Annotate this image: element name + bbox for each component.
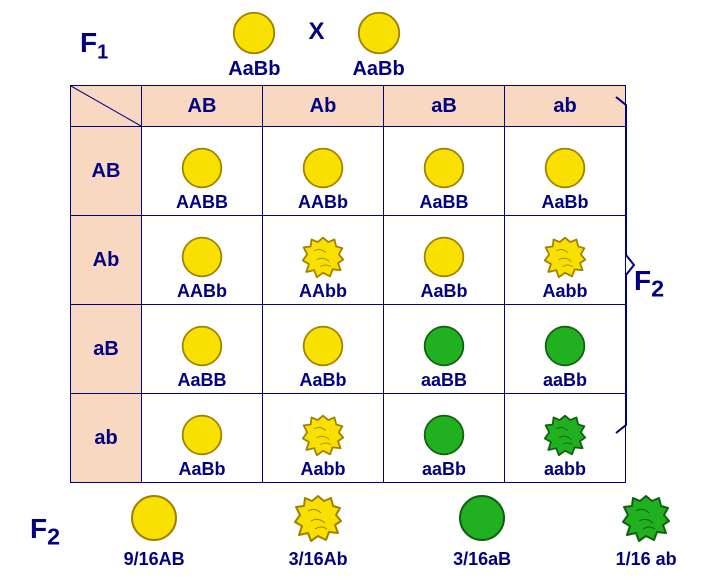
col-header-2: aB (384, 86, 505, 127)
phenotype-icon (301, 413, 345, 457)
phenotype-icon (543, 413, 587, 457)
phenotype-icon (422, 324, 466, 368)
cell-genotype: aaBb (422, 459, 466, 480)
cross-symbol: X (308, 18, 324, 46)
parent-2-shape (356, 10, 402, 56)
summary-ratio: 9/16AB (124, 549, 185, 570)
row-header-1: Ab (71, 216, 142, 305)
row-header-3: ab (71, 394, 142, 483)
phenotype-icon (180, 146, 224, 190)
grid-row: Ab AABb AAbb AaBb Aabb (71, 216, 626, 305)
cell-0-0: AABB (142, 127, 263, 216)
cell-genotype: AAbb (299, 281, 347, 302)
f2-side-label: F2 (634, 265, 664, 303)
summary-shape (293, 493, 343, 543)
cell-3-3: aabb (505, 394, 626, 483)
phenotype-icon (180, 413, 224, 457)
cell-3-2: aaBb (384, 394, 505, 483)
cell-3-1: Aabb (263, 394, 384, 483)
phenotype-icon (422, 146, 466, 190)
phenotype-icon (422, 235, 466, 279)
cell-2-0: AaBB (142, 305, 263, 394)
parent-2-genotype: AaBb (352, 58, 404, 81)
phenotype-icon (543, 235, 587, 279)
cell-2-3: aaBb (505, 305, 626, 394)
grid-row: AB AABB AABb AaBB AaBb (71, 127, 626, 216)
summary-item-3: 1/16 ab (586, 493, 706, 570)
row-header-2: aB (71, 305, 142, 394)
summary-item-0: 9/16AB (94, 493, 214, 570)
cell-genotype: AaBb (178, 459, 225, 480)
summary-ratio: 3/16Ab (289, 549, 348, 570)
phenotype-icon (301, 235, 345, 279)
summary-item-2: 3/16aB (422, 493, 542, 570)
cell-1-0: AABb (142, 216, 263, 305)
parent-1-shape (231, 10, 277, 56)
cell-genotype: aabb (544, 459, 586, 480)
cell-genotype: AaBb (299, 370, 346, 391)
col-header-1: Ab (263, 86, 384, 127)
phenotype-icon (301, 146, 345, 190)
cell-genotype: AaBB (177, 370, 226, 391)
cell-genotype: AABb (298, 192, 348, 213)
cell-1-3: Aabb (505, 216, 626, 305)
summary-item-1: 3/16Ab (258, 493, 378, 570)
phenotype-icon (422, 413, 466, 457)
cell-2-2: aaBB (384, 305, 505, 394)
punnett-wrap: AB Ab aB ab AB AABB AABb AaBB AaBb Ab (70, 85, 708, 483)
grid-row: aB AaBB AaBb aaBB aaBb (71, 305, 626, 394)
parent-2: AaBb (352, 10, 404, 81)
cell-1-1: AAbb (263, 216, 384, 305)
cell-genotype: aaBB (421, 370, 467, 391)
summary-shape (621, 493, 671, 543)
summary-shape (129, 493, 179, 543)
parent-1: AaBb (228, 10, 280, 81)
cell-genotype: AABB (176, 192, 228, 213)
cell-0-3: AaBb (505, 127, 626, 216)
cell-2-1: AaBb (263, 305, 384, 394)
col-header-3: ab (505, 86, 626, 127)
col-header-0: AB (142, 86, 263, 127)
bracket-icon (614, 95, 636, 435)
summary-ratio: 1/16 ab (616, 549, 677, 570)
cell-genotype: aaBb (543, 370, 587, 391)
summary-shape (457, 493, 507, 543)
cell-0-1: AABb (263, 127, 384, 216)
phenotype-icon (180, 324, 224, 368)
cell-genotype: Aabb (543, 281, 588, 302)
f2-bottom-label: F2 (30, 513, 60, 551)
f2-summary-row: F2 9/16AB 3/16Ab 3/16aB 1/16 ab (30, 493, 708, 570)
phenotype-icon (301, 324, 345, 368)
cell-3-0: AaBb (142, 394, 263, 483)
header-row: AB Ab aB ab (71, 86, 626, 127)
cell-genotype: Aabb (301, 459, 346, 480)
cell-0-2: AaBB (384, 127, 505, 216)
phenotype-icon (543, 324, 587, 368)
f1-cross-row: F1 AaBb X AaBb (80, 10, 708, 81)
phenotype-icon (180, 235, 224, 279)
row-header-0: AB (71, 127, 142, 216)
corner-cell (71, 86, 142, 127)
grid-row: ab AaBb Aabb aaBb aabb (71, 394, 626, 483)
cell-genotype: AaBB (419, 192, 468, 213)
cell-genotype: AaBb (541, 192, 588, 213)
cell-genotype: AaBb (420, 281, 467, 302)
punnett-square: AB Ab aB ab AB AABB AABb AaBB AaBb Ab (70, 85, 626, 483)
cell-genotype: AABb (177, 281, 227, 302)
phenotype-icon (543, 146, 587, 190)
parent-1-genotype: AaBb (228, 58, 280, 81)
f1-label: F1 (80, 27, 108, 65)
summary-ratio: 3/16aB (453, 549, 511, 570)
cell-1-2: AaBb (384, 216, 505, 305)
